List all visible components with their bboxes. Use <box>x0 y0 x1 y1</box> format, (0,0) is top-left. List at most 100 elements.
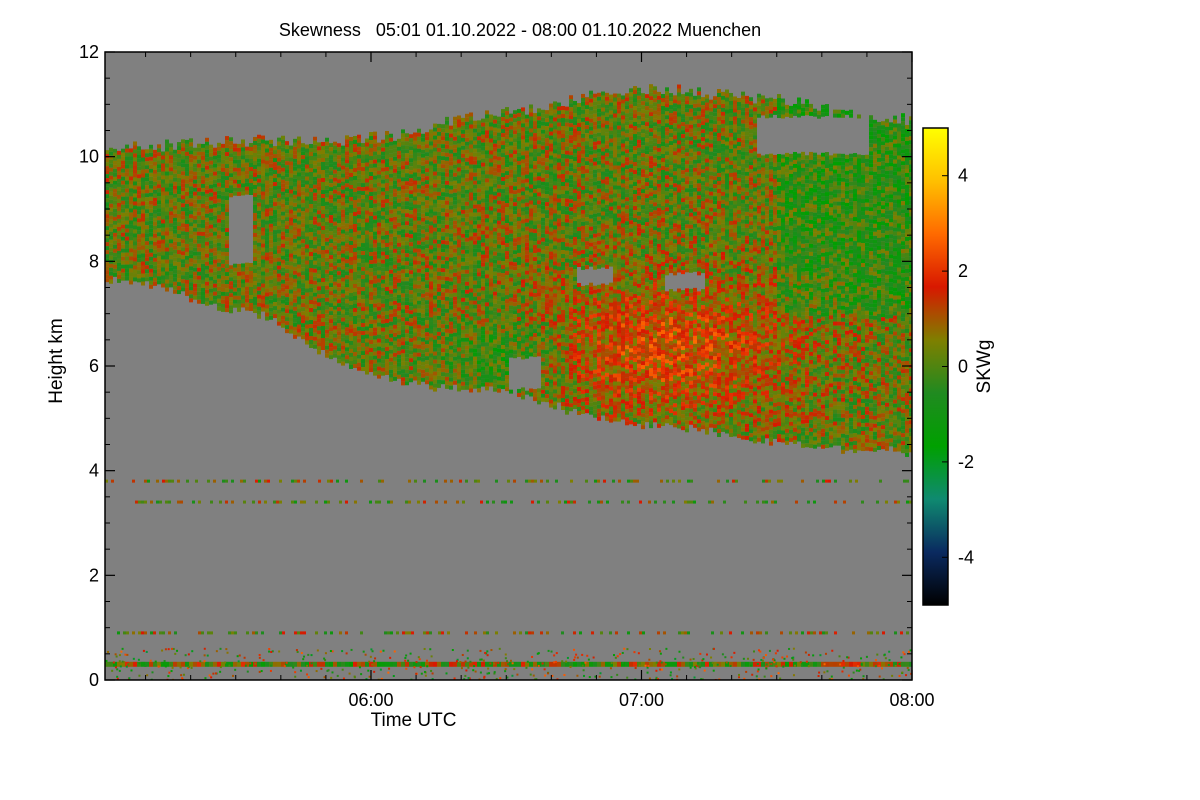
heatmap-cell <box>377 370 381 375</box>
heatmap-cell <box>293 198 297 203</box>
heatmap-cell <box>297 228 301 233</box>
heatmap-cell <box>133 161 137 166</box>
heatmap-cell <box>121 180 125 185</box>
heatmap-cell <box>141 217 145 222</box>
heatmap-cell <box>349 156 353 161</box>
heatmap-cell <box>177 162 181 167</box>
heatmap-cell <box>201 283 205 288</box>
heatmap-cell <box>497 284 501 289</box>
heatmap-cell <box>289 297 293 302</box>
heatmap-cell <box>173 249 177 254</box>
heatmap-cell <box>425 148 429 153</box>
heatmap-cell <box>337 147 341 152</box>
heatmap-cell <box>397 226 401 231</box>
heatmap-cell <box>257 262 261 267</box>
heatmap-cell <box>381 291 385 296</box>
heatmap-cell <box>137 270 141 275</box>
heatmap-cell <box>189 270 193 275</box>
heatmap-cell <box>333 173 337 178</box>
heatmap-cell <box>301 231 305 236</box>
heatmap-cell <box>489 134 493 139</box>
heatmap-cell <box>461 257 465 262</box>
heatmap-cell <box>317 294 321 299</box>
heatmap-cell <box>325 265 329 270</box>
heatmap-cell <box>201 267 205 272</box>
heatmap-cell <box>281 223 285 228</box>
heatmap-cell <box>277 253 281 258</box>
heatmap-cell <box>225 260 229 265</box>
heatmap-cell <box>253 252 257 257</box>
heatmap-cell <box>189 138 193 143</box>
heatmap-cell <box>365 158 369 163</box>
heatmap-cell <box>445 192 449 197</box>
heatmap-cell <box>241 291 245 296</box>
heatmap-cell <box>417 252 421 257</box>
heatmap-cell <box>433 239 437 244</box>
heatmap-cell <box>389 337 393 342</box>
heatmap-cell <box>405 289 409 294</box>
heatmap-cell <box>317 274 321 279</box>
heatmap-cell <box>433 231 437 236</box>
heatmap-cell <box>501 261 505 266</box>
heatmap-cell <box>481 270 485 275</box>
heatmap-cell <box>109 151 113 156</box>
heatmap-cell <box>369 204 373 209</box>
heatmap-cell <box>297 224 301 229</box>
heatmap-cell <box>201 199 205 204</box>
heatmap-cell <box>385 298 389 303</box>
heatmap-cell <box>453 296 457 301</box>
heatmap-cell <box>441 308 445 313</box>
heatmap-cell <box>425 344 429 349</box>
heatmap-cell <box>501 373 505 378</box>
heatmap-cell <box>305 156 309 161</box>
heatmap-cell <box>125 220 129 225</box>
heatmap-cell <box>489 366 493 371</box>
heatmap-cell <box>185 207 189 212</box>
heatmap-cell <box>361 343 365 348</box>
heatmap-cell <box>505 115 509 120</box>
heatmap-cell <box>225 300 229 305</box>
heatmap-cell <box>381 359 385 364</box>
heatmap-cell <box>173 265 177 270</box>
heatmap-cell <box>133 261 137 266</box>
heatmap-cell <box>265 156 269 161</box>
heatmap-cell <box>497 148 501 153</box>
heatmap-cell <box>305 260 309 265</box>
heatmap-cell <box>473 132 477 137</box>
heatmap-cell <box>385 302 389 307</box>
heatmap-cell <box>449 213 453 218</box>
heatmap-cell <box>377 338 381 343</box>
heatmap-cell <box>485 186 489 191</box>
heatmap-cell <box>421 297 425 302</box>
heatmap-cell <box>129 216 133 221</box>
heatmap-cell <box>473 136 477 141</box>
heatmap-cell <box>345 339 349 344</box>
heatmap-cell <box>229 281 233 286</box>
heatmap-cell <box>409 318 413 323</box>
heatmap-cell <box>121 176 125 181</box>
heatmap-cell <box>485 154 489 159</box>
heatmap-cell <box>469 128 473 133</box>
heatmap-cell <box>137 262 141 267</box>
heatmap-cell <box>173 201 177 206</box>
heatmap-cell <box>493 387 497 392</box>
heatmap-cell <box>221 231 225 236</box>
heatmap-cell <box>453 200 457 205</box>
heatmap-cell <box>333 265 337 270</box>
heatmap-cell <box>389 181 393 186</box>
heatmap-cell <box>461 177 465 182</box>
heatmap-cell <box>461 365 465 370</box>
heatmap-cell <box>241 279 245 284</box>
heatmap-cell <box>197 195 201 200</box>
heatmap-cell <box>349 288 353 293</box>
heatmap-cell <box>481 274 485 279</box>
heatmap-cell <box>461 281 465 286</box>
heatmap-cell <box>409 158 413 163</box>
heatmap-cell <box>289 301 293 306</box>
heatmap-cell <box>389 161 393 166</box>
heatmap-cell <box>425 264 429 269</box>
heatmap-cell <box>497 204 501 209</box>
heatmap-cell <box>469 312 473 317</box>
heatmap-cell <box>269 151 273 156</box>
heatmap-cell <box>453 368 457 373</box>
